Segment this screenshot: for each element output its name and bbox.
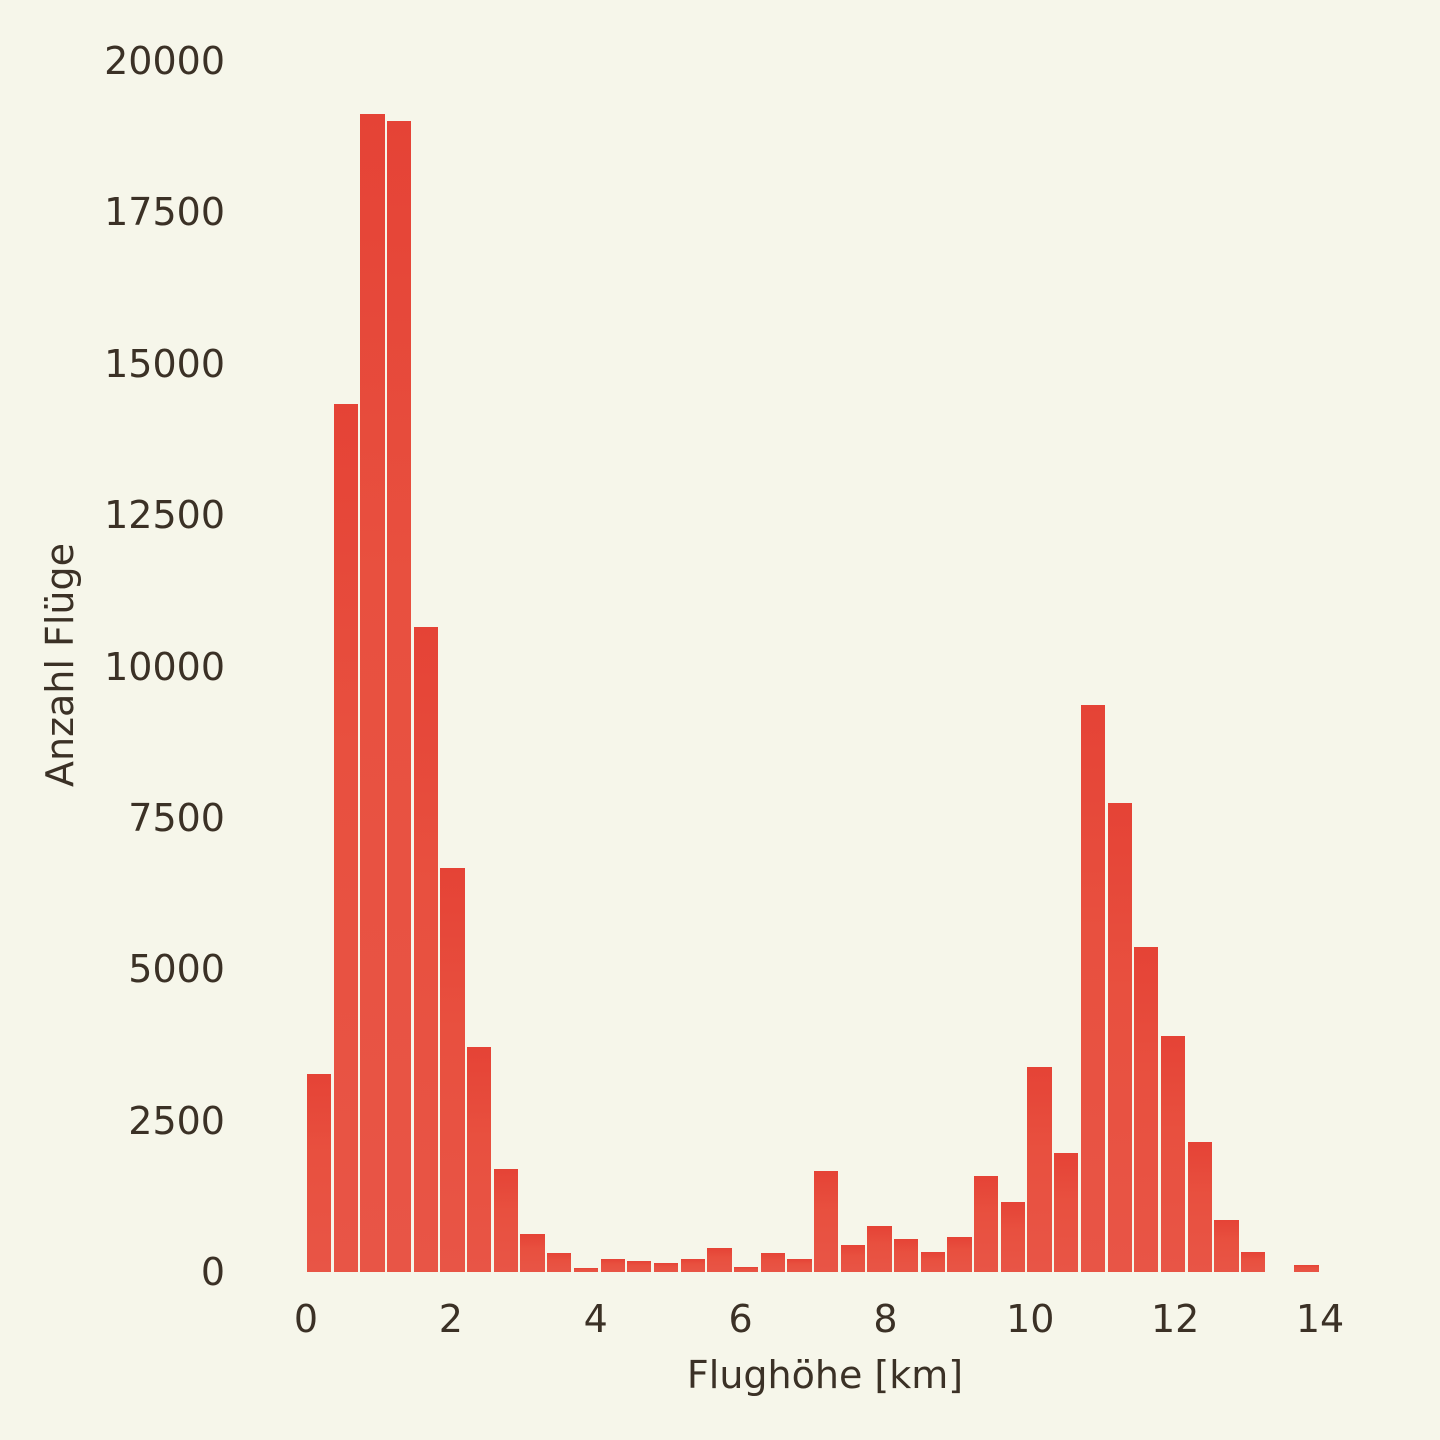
- histogram-bar: [707, 1247, 732, 1272]
- x-tick-label: 8: [873, 1297, 898, 1341]
- y-tick-label: 12500: [104, 493, 225, 538]
- x-tick-label: 14: [1295, 1297, 1345, 1341]
- x-tick-label: 6: [728, 1297, 753, 1341]
- histogram-bar: [867, 1225, 892, 1272]
- histogram-bar: [680, 1258, 705, 1272]
- histogram-bar: [573, 1267, 599, 1272]
- histogram-bar: [787, 1258, 812, 1272]
- y-axis-label: Anzahl Flüge: [38, 542, 82, 788]
- x-tick-label: 10: [1006, 1297, 1055, 1341]
- histogram-bar: [307, 1074, 332, 1272]
- histogram-bar: [894, 1238, 919, 1272]
- y-tick-label: 10000: [104, 644, 225, 689]
- x-axis-label: Flughöhe [km]: [686, 1353, 964, 1397]
- histogram-bar: [627, 1261, 652, 1272]
- histogram-bar: [467, 1046, 492, 1272]
- x-tick-label: 2: [438, 1297, 463, 1341]
- histogram-bar: [1187, 1141, 1212, 1272]
- histogram-bar: [547, 1253, 572, 1272]
- histogram-bar: [733, 1267, 759, 1272]
- histogram-bar: [1160, 1035, 1186, 1272]
- histogram-bar: [413, 627, 439, 1272]
- histogram-bar: [947, 1236, 972, 1272]
- histogram-bar: [1054, 1152, 1079, 1272]
- histogram-bar: [387, 120, 412, 1272]
- histogram-bar: [653, 1262, 679, 1272]
- y-tick-label: 0: [200, 1250, 225, 1294]
- histogram-bar: [814, 1170, 839, 1272]
- y-tick-label: 5000: [128, 947, 225, 992]
- x-tick-label: 12: [1150, 1297, 1200, 1341]
- histogram-bar: [493, 1169, 519, 1272]
- histogram-bar: [1000, 1201, 1026, 1272]
- histogram-bar: [1214, 1219, 1239, 1272]
- x-tick-label: 4: [583, 1297, 608, 1341]
- histogram-bar: [360, 114, 385, 1272]
- histogram-bar: [974, 1175, 999, 1272]
- histogram-bar: [1080, 705, 1106, 1272]
- histogram-bar: [440, 868, 465, 1272]
- histogram-bar: [1240, 1252, 1266, 1272]
- y-tick-label: 20000: [104, 39, 225, 83]
- histogram-bar: [840, 1244, 865, 1272]
- histogram-bar: [600, 1258, 625, 1272]
- histogram-bar: [1107, 802, 1132, 1272]
- histogram-bar: [1134, 946, 1159, 1272]
- histogram-bar: [1027, 1066, 1052, 1272]
- y-tick-label: 7500: [128, 795, 225, 840]
- histogram-bar: [520, 1233, 545, 1272]
- histogram-bar: [920, 1252, 946, 1272]
- histogram-bar: [333, 404, 358, 1272]
- x-tick-label: 0: [293, 1297, 319, 1341]
- y-tick-label: 2500: [128, 1098, 225, 1143]
- histogram-bar: [1294, 1264, 1319, 1272]
- histogram-bar: [760, 1253, 785, 1272]
- y-tick-label: 17500: [104, 190, 225, 235]
- y-tick-label: 15000: [104, 341, 225, 386]
